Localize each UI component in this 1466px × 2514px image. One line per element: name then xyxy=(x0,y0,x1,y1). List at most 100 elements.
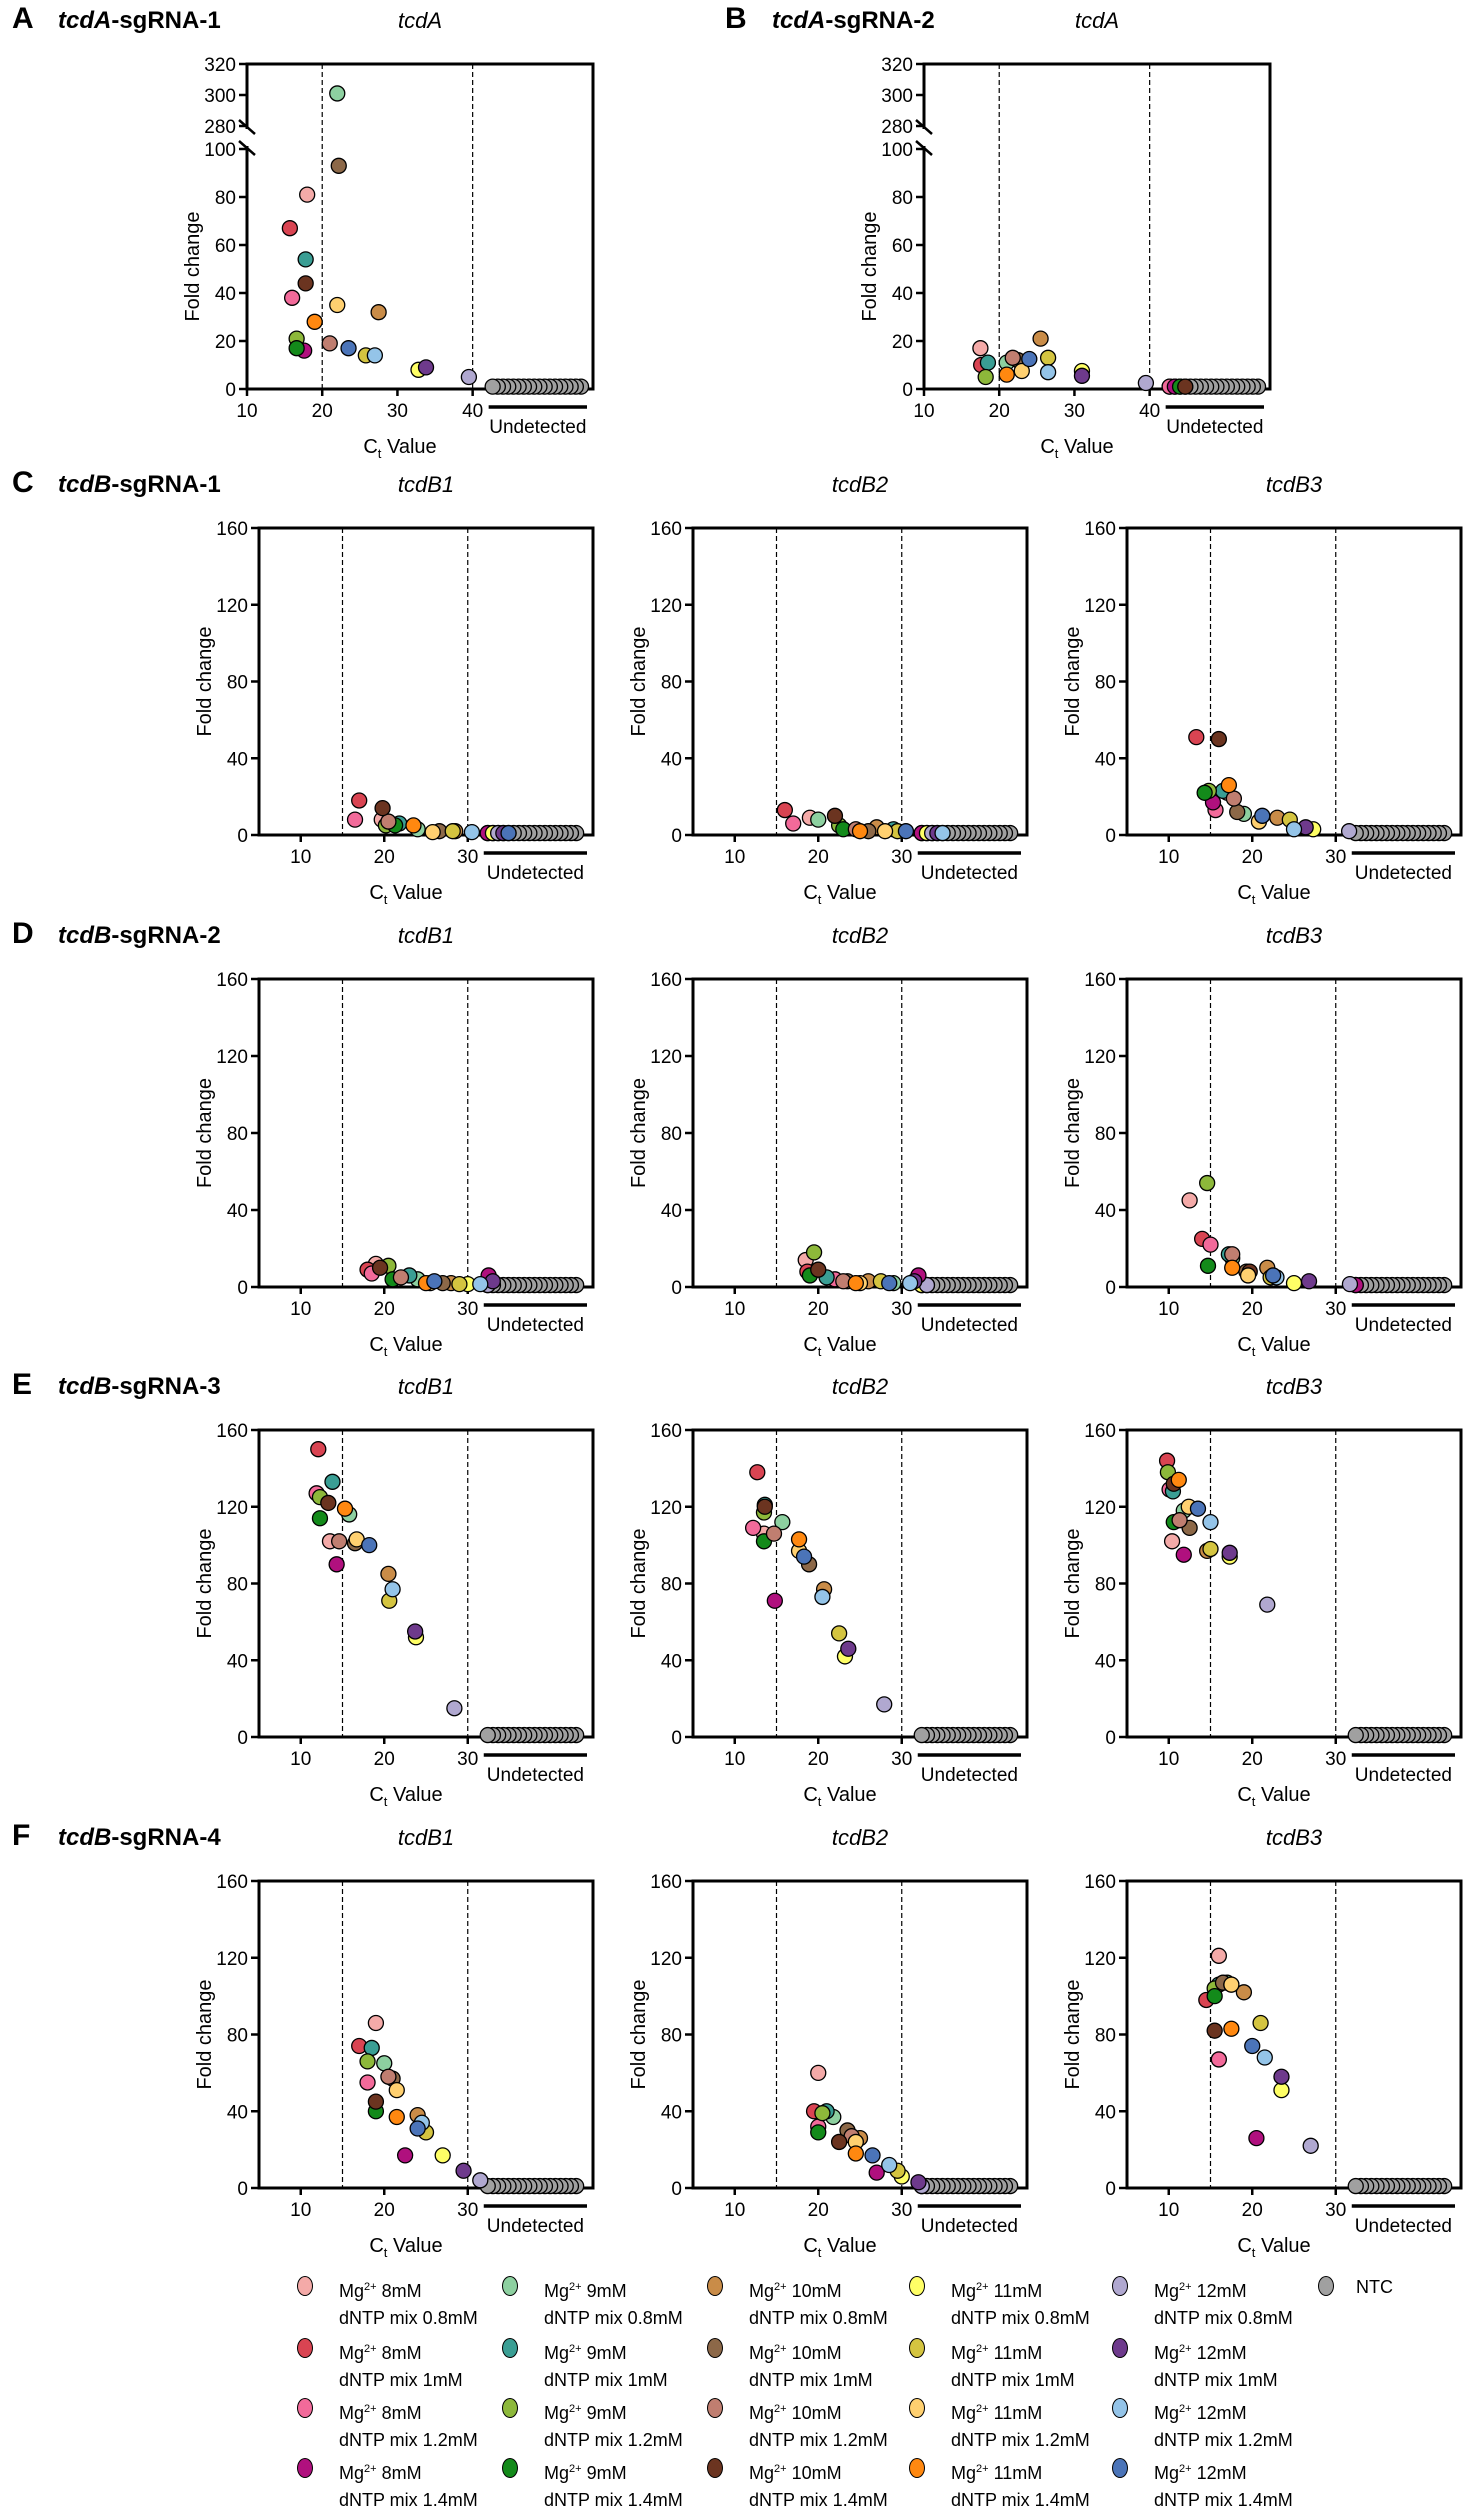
legend-mg: Mg xyxy=(749,2343,775,2363)
y-tick-label: 80 xyxy=(227,2026,248,2047)
data-point xyxy=(396,2147,414,2164)
y-tick-label: 80 xyxy=(661,1575,682,1596)
data-point xyxy=(1300,1273,1318,1290)
legend-mg-conc: 8mM xyxy=(376,2463,422,2483)
panel-title: tcdA xyxy=(398,8,442,33)
legend-mg: Mg xyxy=(951,2343,977,2363)
data-point xyxy=(460,368,478,386)
data-point xyxy=(881,2156,898,2174)
scatter-panel: tcdB3 0 40 80 120 160 10 20 30 Undetected Ct Value… xyxy=(1062,1825,1463,2260)
legend-mg-sup: 2+ xyxy=(569,2343,582,2355)
x-tick-label: 30 xyxy=(387,401,408,422)
ntc-point xyxy=(484,378,501,395)
data-point xyxy=(814,2105,831,2122)
x-tick-label: 20 xyxy=(1242,847,1263,868)
data-point xyxy=(340,340,357,357)
y-tick-label: 80 xyxy=(1095,1124,1116,1145)
undetected-label: Undetected xyxy=(487,863,584,884)
panel-title: tcdB3 xyxy=(1266,472,1323,497)
row-title: tcdB-sgRNA-2 xyxy=(58,922,221,949)
x-axis-label: Ct Value xyxy=(803,1334,876,1359)
y-axis-label: Fold change xyxy=(182,211,204,321)
x-axis-label-c: C xyxy=(369,1334,383,1356)
data-point xyxy=(1223,2020,1240,2037)
undetected-label: Undetected xyxy=(1355,2216,1452,2237)
undetected-label: Undetected xyxy=(1355,1765,1452,1786)
data-point xyxy=(363,2039,380,2057)
y-axis-label: Fold change xyxy=(1062,1078,1084,1188)
y-tick-label: 40 xyxy=(227,1651,248,1672)
y-tick-label: 300 xyxy=(204,86,236,107)
x-axis-label-c: C xyxy=(369,882,383,904)
data-point xyxy=(1341,1275,1359,1293)
x-axis-label-rest: Value xyxy=(387,2235,442,2257)
x-axis-label-c: C xyxy=(1237,1784,1251,1806)
legend-mg-sup: 2+ xyxy=(774,2463,787,2475)
y-tick-label: 0 xyxy=(1105,1728,1116,1749)
data-point xyxy=(299,186,316,203)
legend-item: Mg2+ 9mM dNTP mix 1mM xyxy=(502,2336,668,2394)
x-axis-label: Ct Value xyxy=(1237,1334,1310,1359)
data-point xyxy=(979,354,997,371)
data-point xyxy=(1206,2022,1223,2039)
x-axis-label-sub: t xyxy=(818,1794,822,1809)
legend-label: Mg2+ 8mM dNTP mix 1.2mM xyxy=(339,2396,478,2454)
data-point xyxy=(972,340,989,357)
data-point xyxy=(434,2147,451,2164)
x-axis-label-rest: Value xyxy=(1255,1784,1310,1806)
legend-marker xyxy=(1112,2458,1128,2478)
ntc-point xyxy=(913,1726,930,1744)
y-tick-label: 80 xyxy=(661,673,682,694)
legend-mg: Mg xyxy=(544,2463,570,2483)
legend-label: Mg2+ 10mM dNTP mix 1.2mM xyxy=(749,2396,888,2454)
data-point xyxy=(392,1269,410,1286)
y-tick-label: 0 xyxy=(1105,826,1116,847)
legend-dntp: dNTP mix 1mM xyxy=(951,2370,1075,2390)
legend-label: Mg2+ 12mM dNTP mix 1.4mM xyxy=(1154,2456,1293,2514)
x-tick-label: 10 xyxy=(1158,1749,1179,1770)
plot-frame xyxy=(691,977,1029,1289)
data-point xyxy=(1137,374,1155,392)
y-tick-label: 0 xyxy=(237,826,248,847)
y-tick-label: 160 xyxy=(1084,519,1116,540)
y-tick-label: 40 xyxy=(892,284,913,305)
scatter-panel: tcdB3 0 40 80 120 160 10 20 30 Undetected Ct Value… xyxy=(1062,1374,1463,1809)
legend-marker xyxy=(909,2338,925,2358)
data-point xyxy=(1264,1267,1282,1284)
y-tick-label: 0 xyxy=(902,380,913,401)
legend-item: Mg2+ 10mM dNTP mix 0.8mM xyxy=(707,2274,888,2332)
legend-mg: Mg xyxy=(749,2281,775,2301)
y-tick-label: 80 xyxy=(1095,2026,1116,2047)
data-point xyxy=(406,1623,424,1640)
y-axis-label: Fold change xyxy=(1062,626,1084,736)
x-tick-label: 20 xyxy=(808,1299,829,1320)
data-point xyxy=(1039,364,1057,381)
x-tick-label: 10 xyxy=(913,401,934,422)
legend-mg-sup: 2+ xyxy=(1179,2281,1192,2293)
legend-marker xyxy=(502,2398,518,2418)
row-title-gene: tcdB xyxy=(58,1824,111,1851)
plot-frame xyxy=(1125,526,1463,837)
x-axis-label-sub: t xyxy=(1055,446,1059,461)
data-point xyxy=(790,1531,808,1548)
x-axis-label-sub: t xyxy=(384,2245,388,2260)
x-tick-label: 10 xyxy=(236,401,257,422)
undetected-point xyxy=(1177,378,1194,395)
legend-label: Mg2+ 8mM dNTP mix 1.4mM xyxy=(339,2456,478,2514)
data-point xyxy=(1340,823,1358,840)
legend-dntp: dNTP mix 1.2mM xyxy=(339,2430,478,2450)
y-tick-label: 120 xyxy=(1084,1498,1116,1519)
panel-letter: B xyxy=(725,2,747,35)
y-tick-label: 160 xyxy=(650,519,682,540)
legend-label: Mg2+ 9mM dNTP mix 0.8mM xyxy=(544,2274,683,2332)
x-axis-label: Ct Value xyxy=(363,436,436,461)
y-axis-label: Fold change xyxy=(628,626,650,736)
x-tick-label: 20 xyxy=(989,401,1010,422)
row-title-gene: tcdA xyxy=(58,7,111,34)
x-tick-label: 20 xyxy=(1242,1749,1263,1770)
panel-letter: D xyxy=(12,917,34,950)
legend-mg-conc: 12mM xyxy=(1191,2463,1247,2483)
data-point xyxy=(1170,1471,1187,1489)
data-point xyxy=(424,823,441,841)
plot-frame xyxy=(257,526,595,837)
